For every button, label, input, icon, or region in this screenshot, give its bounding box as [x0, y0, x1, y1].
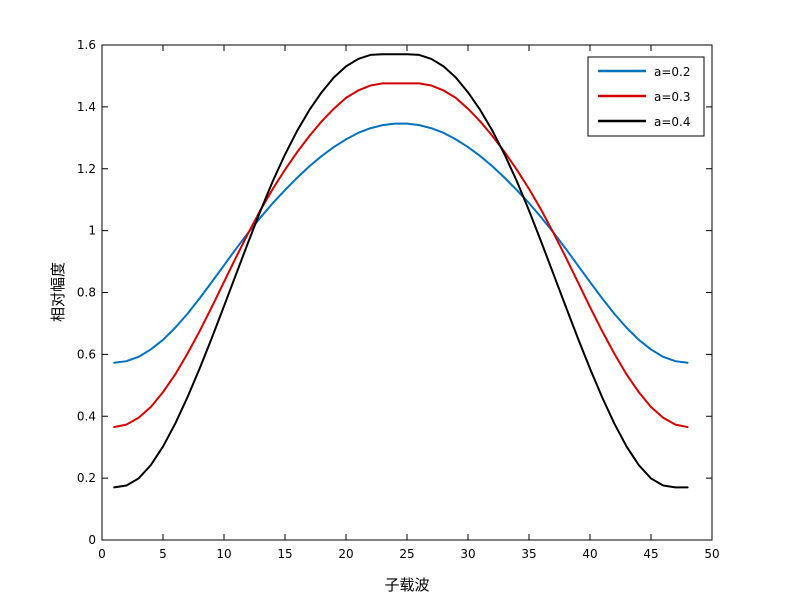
x-tick-label: 15 [277, 547, 292, 561]
y-tick-label: 0.4 [77, 409, 96, 423]
x-tick-label: 10 [216, 547, 231, 561]
x-tick-label: 40 [582, 547, 597, 561]
x-axis-label: 子载波 [384, 576, 429, 594]
x-tick-label: 35 [521, 547, 536, 561]
y-tick-label: 0.2 [77, 471, 96, 485]
x-tick-label: 5 [159, 547, 167, 561]
x-tick-label: 45 [643, 547, 658, 561]
y-tick-label: 1.2 [77, 162, 96, 176]
legend-label: a=0.2 [654, 65, 691, 79]
legend-label: a=0.3 [654, 90, 691, 104]
x-tick-label: 25 [399, 547, 414, 561]
x-tick-label: 20 [338, 547, 353, 561]
y-tick-label: 1.4 [77, 100, 96, 114]
y-tick-label: 0.8 [77, 286, 96, 300]
y-axis-label: 相对幅度 [49, 262, 67, 322]
y-tick-label: 1 [88, 224, 96, 238]
x-tick-label: 30 [460, 547, 475, 561]
x-tick-label: 50 [704, 547, 719, 561]
series-line-2 [113, 82, 689, 429]
series-layer [113, 53, 689, 489]
series-line-1 [113, 122, 689, 364]
x-tick-label: 0 [98, 547, 106, 561]
y-tick-label: 1.6 [77, 38, 96, 52]
y-tick-label: 0 [88, 533, 96, 547]
axes-layer: 0 5 10 15 20 25 30 35 40 45 50 0 0.2 0.4 0.6 0.8 1 1.2 1.4… [77, 38, 720, 561]
legend: a=0.2 a=0.3 a=0.4 [587, 56, 705, 137]
series-line-3 [113, 53, 689, 489]
legend-label: a=0.4 [654, 115, 691, 129]
y-tick-label: 0.6 [77, 347, 96, 361]
